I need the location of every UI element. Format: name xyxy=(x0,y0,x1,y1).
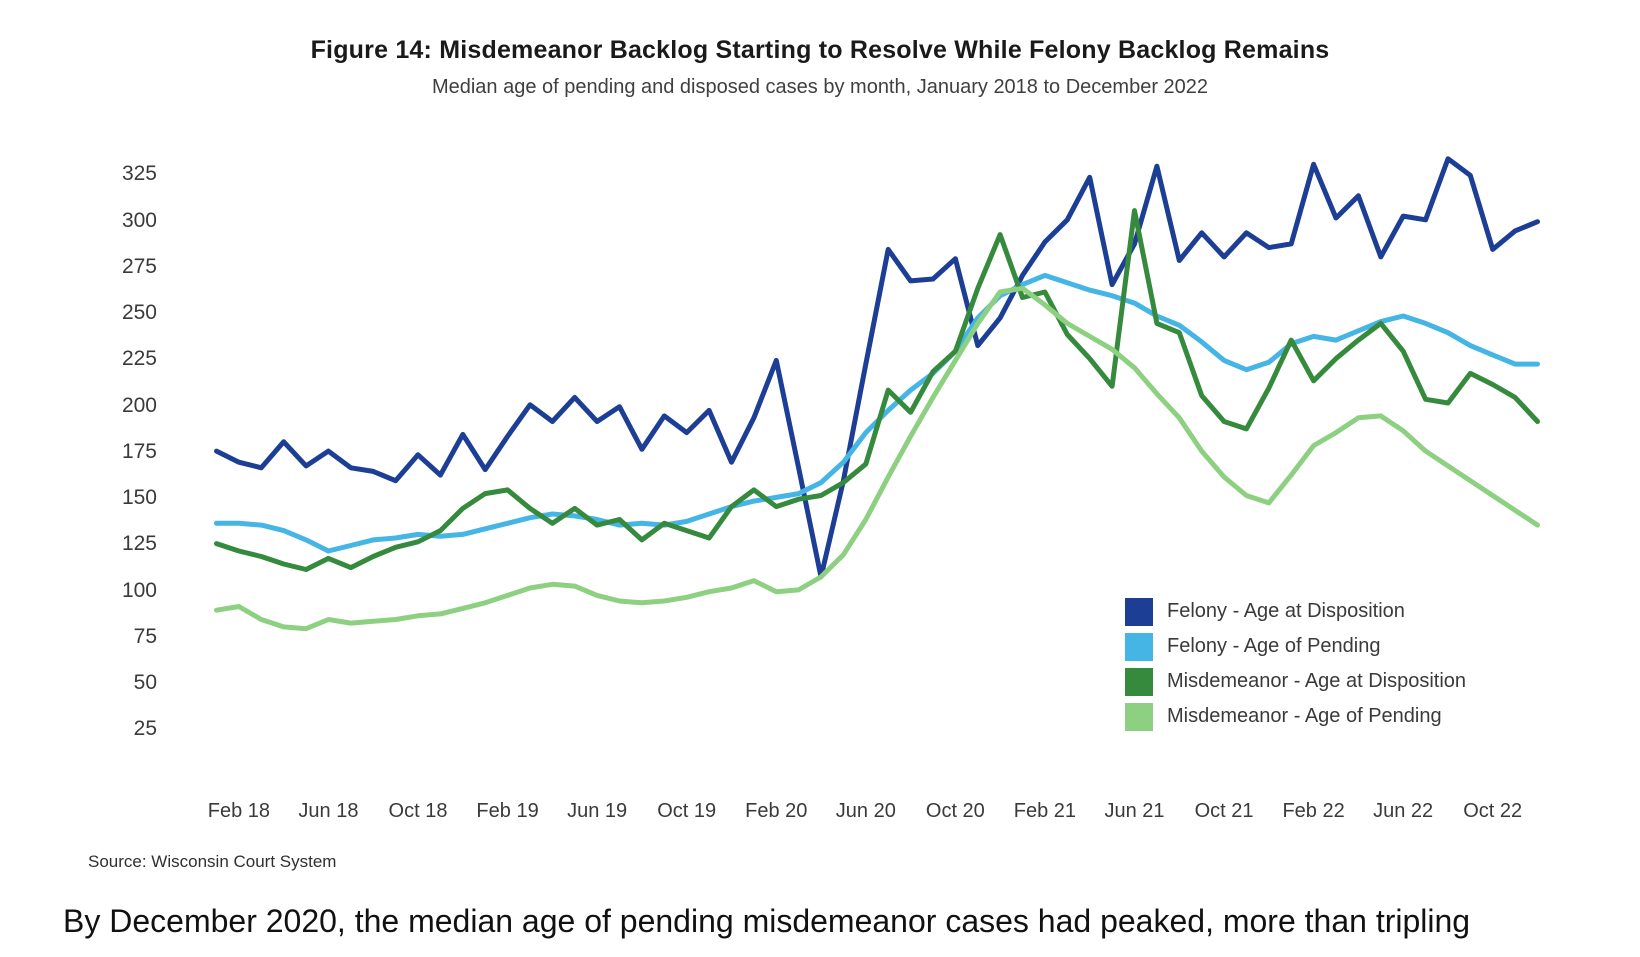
series-line-0 xyxy=(214,156,1540,580)
x-tick-label: Jun 19 xyxy=(567,800,628,822)
legend-swatch-icon xyxy=(1125,667,1153,696)
series-line-2 xyxy=(214,208,1540,572)
x-tick-label: Oct 21 xyxy=(1194,800,1254,822)
y-tick-label: 150 xyxy=(121,486,157,510)
y-tick-label: 250 xyxy=(121,301,157,325)
y-tick-label: 175 xyxy=(121,439,157,463)
legend-swatch-icon xyxy=(1125,597,1153,626)
chart-subtitle: Median age of pending and disposed cases… xyxy=(431,76,1209,98)
x-tick-label: Jun 22 xyxy=(1373,800,1434,822)
legend-swatch-icon xyxy=(1125,632,1153,661)
x-tick-label: Feb 18 xyxy=(207,800,270,822)
legend-item: Misdemeanor - Age at Disposition xyxy=(1125,664,1466,699)
legend-label: Misdemeanor - Age at Disposition xyxy=(1167,670,1467,692)
y-tick-label: 225 xyxy=(121,347,157,371)
chart-legend: Felony - Age at Disposition Felony - Age … xyxy=(1125,594,1466,734)
y-tick-label: 300 xyxy=(121,208,157,232)
x-tick-label: Feb 22 xyxy=(1282,800,1345,822)
caption-text: By December 2020, the median age of pend… xyxy=(63,903,1471,939)
legend-label: Felony - Age of Pending xyxy=(1167,635,1381,657)
x-tick-label: Jun 21 xyxy=(1104,800,1165,822)
legend-label: Felony - Age at Disposition xyxy=(1167,600,1405,622)
y-tick-label: 275 xyxy=(121,254,157,278)
y-tick-label: 100 xyxy=(121,578,157,602)
y-tick-label: 125 xyxy=(121,532,157,556)
legend-item: Felony - Age at Disposition xyxy=(1125,594,1466,629)
x-tick-label: Oct 20 xyxy=(925,800,985,822)
legend-item: Felony - Age of Pending xyxy=(1125,629,1466,664)
chart-title: Figure 14: Misdemeanor Backlog Starting … xyxy=(310,36,1330,64)
legend-label: Misdemeanor - Age of Pending xyxy=(1167,705,1442,727)
x-tick-label: Oct 19 xyxy=(657,800,717,822)
line-chart-plot-area xyxy=(214,156,1540,632)
legend-swatch-icon xyxy=(1125,702,1153,731)
y-tick-label: 325 xyxy=(121,162,157,186)
x-tick-label: Feb 20 xyxy=(745,800,808,822)
y-tick-label: 25 xyxy=(133,717,157,741)
x-tick-label: Oct 18 xyxy=(388,800,448,822)
y-tick-label: 200 xyxy=(121,393,157,417)
y-tick-label: 75 xyxy=(133,624,157,648)
y-tick-label: 50 xyxy=(133,671,157,695)
x-tick-label: Oct 22 xyxy=(1463,800,1523,822)
legend-item: Misdemeanor - Age of Pending xyxy=(1125,699,1466,734)
x-tick-label: Feb 19 xyxy=(476,800,539,822)
x-tick-label: Jun 18 xyxy=(298,800,359,822)
x-tick-label: Feb 21 xyxy=(1013,800,1077,822)
source-note: Source: Wisconsin Court System xyxy=(88,852,337,871)
x-tick-label: Jun 20 xyxy=(835,800,896,822)
series-line-3 xyxy=(214,285,1540,632)
